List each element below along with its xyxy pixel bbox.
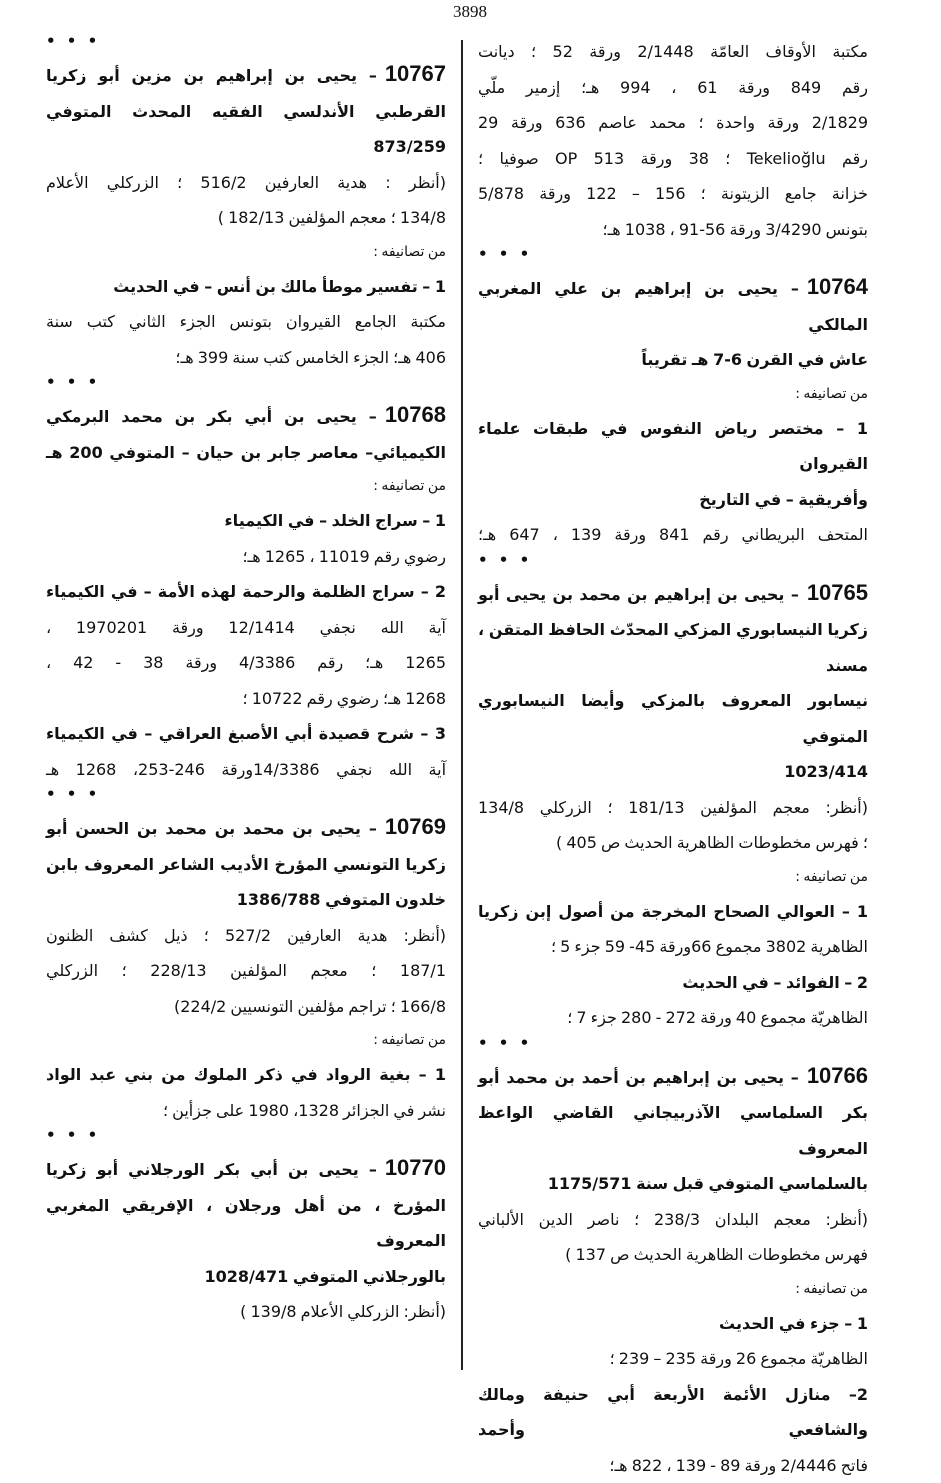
text-line: خزانة جامع الزيتونة ؛ 156 – 122 ورقة 5/8… xyxy=(478,176,868,212)
entry-number: 10770 xyxy=(385,1155,446,1180)
works-label: من تصانيفه : xyxy=(478,861,868,894)
text-line: الظاهرية 3802 مجموع 66ورقة 45- 59 جزء 5 … xyxy=(478,929,868,965)
entry-title-line: 1 – بغية الرواد في ذكر الملوك من بني عبد… xyxy=(46,1057,446,1093)
entry-author-name: – يحيى بن أبي بكر الورجلاني أبو زكريا xyxy=(46,1160,377,1179)
text-line: مكتبة الأوقاف العامّة 2/1448 ورقة 52 ؛ د… xyxy=(478,34,868,70)
entry-title-line: 3 – شرح قصيدة أبي الأصبغ العراقي – في ال… xyxy=(46,716,446,752)
entry-title-line: 1 – العوالي الصحاح المخرجة من أصول إبن ز… xyxy=(478,894,868,930)
text-line: (أنظر: الزركلي الأعلام 139/8 ) xyxy=(46,1294,446,1330)
entry-heading: 10765 – يحيى بن إبراهيم بن محمد بن يحيى أ… xyxy=(478,575,868,613)
left-column: • • • 10767 – يحيى بن إبراهيم بن مزين أبو … xyxy=(46,34,446,1330)
entry-separator-dots: • • • xyxy=(478,247,868,269)
entry-title-line: 2 – الفوائد – في الحديث xyxy=(478,965,868,1001)
entry-author-name: – يحيى بن إبراهيم بن أحمد بن محمد أبو xyxy=(478,1068,799,1087)
works-label: من تصانيفه : xyxy=(46,470,446,503)
text-line: مكتبة الجامع القيروان بتونس الجزء الثاني… xyxy=(46,304,446,340)
text-line: (أنظر: معجم المؤلفين 181/13 ؛ الزركلي 13… xyxy=(478,790,868,826)
text-line: 187/1 ؛ معجم المؤلفين 228/13 ؛ الزركلي xyxy=(46,953,446,989)
text-line: 134/8 ؛ معجم المؤلفين 182/13 ) xyxy=(46,200,446,236)
entry-separator-dots: • • • xyxy=(46,787,446,809)
entry-title-line: القرطبي الأندلسي الفقيه المحدث المتوفي 8… xyxy=(46,94,446,165)
entry-title-line: 2– منازل الأئمة الأربعة أبي حنيفة ومالك … xyxy=(478,1377,868,1448)
entry-title-line: 2 – سراج الظلمة والرحمة لهذه الأمة – في … xyxy=(46,574,446,610)
entry-number: 10769 xyxy=(385,814,446,839)
entry-number: 10767 xyxy=(385,61,446,86)
text-line: الظاهريّة مجموع 40 ورقة 272 - 280 جزء 7 … xyxy=(478,1000,868,1036)
works-label: من تصانيفه : xyxy=(478,1273,868,1306)
entry-heading: 10768 – يحيى بن أبي بكر بن محمد البرمكي xyxy=(46,397,446,435)
text-line: 406 هـ؛ الجزء الخامس كتب سنة 399 هـ؛ xyxy=(46,340,446,376)
text-line: (أنظر: هدية العارفين 527/2 ؛ ذيل كشف الظ… xyxy=(46,918,446,954)
entry-author-name: – يحيى بن إبراهيم بن محمد بن يحيى أبو xyxy=(478,585,799,604)
entry-title-line: 1 – سراج الخلد – في الكيمياء xyxy=(46,503,446,539)
entry-title-line: خلدون المتوفي 1386/788 xyxy=(46,882,446,918)
entry-title-line: المؤرخ ، من أهل ورجلان ، الإفريقي المغرب… xyxy=(46,1188,446,1259)
text-line: فهرس مخطوطات الظاهرية الحديث ص 137 ) xyxy=(478,1237,868,1273)
works-label: من تصانيفه : xyxy=(46,236,446,269)
entry-number: 10768 xyxy=(385,402,446,427)
right-column: مكتبة الأوقاف العامّة 2/1448 ورقة 52 ؛ د… xyxy=(478,34,868,1483)
entry-number: 10764 xyxy=(807,274,868,299)
entry-heading: 10770 – يحيى بن أبي بكر الورجلاني أبو زكر… xyxy=(46,1150,446,1188)
entry-title-line: الكيميائي– معاصر جابر بن حيان – المتوفي … xyxy=(46,435,446,471)
entry-heading: 10766 – يحيى بن إبراهيم بن أحمد بن محمد أ… xyxy=(478,1058,868,1096)
entry-separator-dots: • • • xyxy=(46,34,446,56)
entry-heading: 10769 – يحيى بن محمد بن محمد بن الحسن أبو xyxy=(46,809,446,847)
text-line: بتونس 3/4290 ورقة 56-91 ، 1038 هـ؛ xyxy=(478,212,868,248)
text-line: 1265 هـ؛ رقم 4/3386 ورقة 38 - 42 ، xyxy=(46,645,446,681)
entry-title-line: 1 – جزء في الحديث xyxy=(478,1306,868,1342)
entry-title-line: عاش في القرن 6-7 هـ تقريباً xyxy=(478,342,868,378)
text-line: رقم 849 ورقة 61 ، 994 هـ؛ إزمير ملّي xyxy=(478,70,868,106)
entry-title-line: بكر السلماسي الآذربيجاني القاضي الواعظ ا… xyxy=(478,1095,868,1166)
entry-title-line: بالسلماسي المتوفي قبل سنة 1175/571 xyxy=(478,1166,868,1202)
text-line: ؛ فهرس مخطوطات الظاهرية الحديث ص 405 ) xyxy=(478,825,868,861)
text-line: الظاهريّة مجموع 26 ورقة 235 – 239 ؛ xyxy=(478,1341,868,1377)
entry-author-name: – يحيى بن أبي بكر بن محمد البرمكي xyxy=(46,407,377,426)
column-divider xyxy=(461,40,463,1370)
text-line: نشر في الجزائر 1328، 1980 على جزأين ؛ xyxy=(46,1093,446,1129)
text-line: 1268 هـ؛ رضوي رقم 10722 ؛ xyxy=(46,681,446,717)
text-line: آية الله نجفي 14/3386ورقة 246-253، 1268 … xyxy=(46,752,446,788)
entry-heading: 10764– يحيى بن إبراهيم بن علي المغربي ال… xyxy=(478,269,868,342)
entry-number: 10765 xyxy=(807,580,868,605)
text-line: (أنظر: معجم البلدان 238/3 ؛ ناصر الدين ا… xyxy=(478,1202,868,1238)
text-line: رضوي رقم 11019 ، 1265 هـ؛ xyxy=(46,539,446,575)
entry-heading: 10767 – يحيى بن إبراهيم بن مزين أبو زكريا xyxy=(46,56,446,94)
entry-separator-dots: • • • xyxy=(46,375,446,397)
entry-title-line: بالورجلاني المتوفي 1028/471 xyxy=(46,1259,446,1295)
entry-separator-dots: • • • xyxy=(478,553,868,575)
entry-title-line: نيسابور المعروف بالمزكي وأيضا النيسابوري… xyxy=(478,683,868,754)
text-line: رقم Tekelioğlu ؛ 38 ورقة 513 OP صوفيا ؛ xyxy=(478,141,868,177)
entry-number: 10766 xyxy=(807,1063,868,1088)
entry-separator-dots: • • • xyxy=(46,1128,446,1150)
entry-separator-dots: • • • xyxy=(478,1036,868,1058)
entry-title-line: زكريا النيسابوري المزكي المحدّث الحافظ ا… xyxy=(478,612,868,683)
entry-author-name: – يحيى بن محمد بن محمد بن الحسن أبو xyxy=(46,819,377,838)
text-line: المتحف البريطاني رقم 841 ورقة 139 ، 647 … xyxy=(478,517,868,553)
entry-title-line: وأفريقية – في التاريخ xyxy=(478,482,868,518)
text-line: 2/1829 ورقة واحدة ؛ محمد عاصم 636 ورقة 2… xyxy=(478,105,868,141)
entry-title-line: 1023/414 xyxy=(478,754,868,790)
entry-title-line: زكريا التونسي المؤرخ الأديب الشاعر المعر… xyxy=(46,847,446,883)
works-label: من تصانيفه : xyxy=(46,1024,446,1057)
entry-author-name: – يحيى بن إبراهيم بن مزين أبو زكريا xyxy=(46,66,377,85)
works-label: من تصانيفه : xyxy=(478,378,868,411)
text-line: آية الله نجفي 12/1414 ورقة 1970201 ، xyxy=(46,610,446,646)
entry-title-line: 1 – تفسير موطأ مالك بن أنس – في الحديث xyxy=(46,269,446,305)
text-line: 166/8 ؛ تراجم مؤلفين التونسيين 224/2) xyxy=(46,989,446,1025)
entry-title-line: 1 – مختصر رياض النفوس في طبقات علماء الق… xyxy=(478,411,868,482)
text-line: (أنظر : هدية العارفين 516/2 ؛ الزركلي ال… xyxy=(46,165,446,201)
text-line: فاتح 2/4446 ورقة 89 - 139 ، 822 هـ؛ xyxy=(478,1448,868,1483)
page-number: 3898 xyxy=(440,2,500,22)
